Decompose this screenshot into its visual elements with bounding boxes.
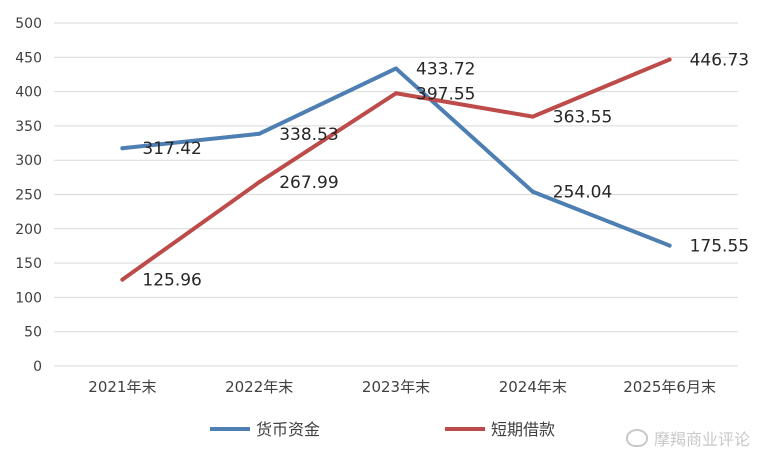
x-axis-ticks: 2021年末 2022年末 2023年末 2024年末 2025年6月末 (88, 378, 716, 396)
y-tick-label: 400 (15, 85, 42, 101)
data-point (667, 57, 672, 62)
y-tick-label: 300 (15, 153, 42, 169)
data-label: 125.96 (142, 271, 201, 291)
data-label: 317.42 (142, 139, 201, 159)
data-point (530, 114, 535, 119)
x-tick-label: 2025年6月末 (623, 378, 716, 396)
data-label: 433.72 (416, 59, 475, 79)
data-label: 267.99 (279, 173, 338, 193)
watermark-text: 摩羯商业评论 (653, 430, 750, 449)
x-tick-label: 2021年末 (88, 378, 156, 396)
x-tick-label: 2023年末 (362, 378, 430, 396)
data-point (257, 131, 262, 136)
data-label: 338.53 (279, 125, 338, 145)
x-tick-label: 2024年末 (499, 378, 567, 396)
data-label: 175.55 (690, 237, 749, 257)
data-label: 254.04 (553, 183, 612, 203)
data-point (120, 146, 125, 151)
x-tick-label: 2022年末 (225, 378, 293, 396)
legend-label: 货币资金 (256, 420, 320, 439)
data-point (394, 66, 398, 71)
y-tick-label: 450 (15, 50, 42, 66)
series-lines (120, 57, 672, 282)
y-tick-label: 100 (15, 290, 42, 306)
data-label: 397.55 (416, 84, 475, 104)
y-tick-label: 500 (15, 16, 42, 32)
y-tick-label: 200 (15, 222, 42, 238)
y-tick-label: 250 (15, 188, 42, 204)
data-point (530, 189, 535, 194)
weibo-icon (625, 429, 648, 447)
data-labels: 317.42 338.53 433.72 254.04 175.55 125.96 267.… (142, 51, 749, 291)
watermark: 摩羯商业评论 (625, 426, 750, 450)
legend: 货币资金 短期借款 (210, 420, 555, 439)
data-label: 363.55 (553, 108, 612, 128)
y-tick-label: 50 (24, 325, 42, 341)
y-tick-label: 150 (15, 256, 42, 272)
data-label: 446.73 (690, 51, 749, 71)
y-tick-label: 0 (33, 359, 42, 375)
data-point (394, 91, 398, 96)
data-point (667, 243, 672, 248)
data-point (257, 180, 262, 185)
y-tick-label: 350 (15, 119, 42, 135)
data-point (120, 277, 125, 282)
legend-label: 短期借款 (491, 420, 555, 439)
y-axis-ticks: 0 50 100 150 200 250 300 350 400 450 500 (15, 16, 42, 375)
